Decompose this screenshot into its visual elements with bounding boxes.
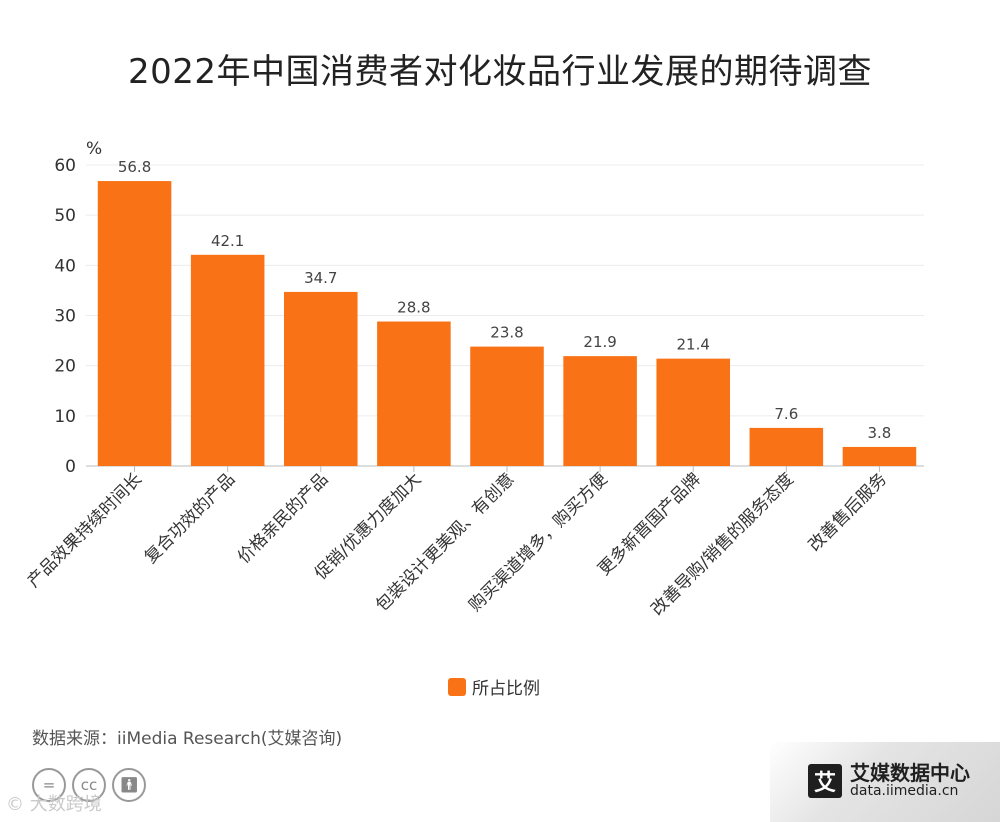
bar <box>470 346 544 466</box>
bar <box>377 321 451 466</box>
bar <box>842 446 917 466</box>
x-tick-label: 改善售后服务 <box>805 469 891 555</box>
brand-url: data.iimedia.cn <box>850 783 959 799</box>
x-tick-label: 复合功效的产品 <box>141 469 239 567</box>
y-tick-label: 60 <box>54 156 76 176</box>
chart-title: 2022年中国消费者对化妆品行业发展的期待调查 <box>127 52 873 92</box>
x-tick-label: 产品效果持续时间长 <box>24 469 146 591</box>
watermark: © 大数跨境 <box>6 794 102 815</box>
x-tick-label: 更多新晋国产品牌 <box>594 469 704 579</box>
brand-logo-icon: 艾 <box>808 763 842 798</box>
y-tick-label: 40 <box>54 256 76 276</box>
legend-label: 所占比例 <box>472 679 540 699</box>
data-label: 21.9 <box>583 333 616 351</box>
y-tick-label: 10 <box>54 407 76 427</box>
equals-icon: = <box>32 768 66 802</box>
data-label: 42.1 <box>211 232 244 250</box>
person-icon: 🚹︎ <box>112 768 146 802</box>
data-label: 23.8 <box>490 324 523 342</box>
brand-name: 艾媒数据中心 <box>850 761 970 785</box>
data-label: 21.4 <box>677 336 710 354</box>
cc-icon: cc <box>72 768 106 802</box>
y-tick-label: 20 <box>54 357 76 377</box>
source-note: 数据来源：iiMedia Research(艾媒咨询) <box>32 729 343 749</box>
data-label: 3.8 <box>868 424 892 442</box>
y-axis-label: % <box>86 139 102 159</box>
data-label: 56.8 <box>118 158 151 176</box>
bar <box>283 291 358 466</box>
bar <box>656 358 731 466</box>
bar <box>563 356 637 466</box>
brand: 艾 艾媒数据中心 data.iimedia.cn <box>808 762 970 799</box>
y-tick-label: 30 <box>54 307 76 327</box>
legend-swatch <box>448 677 466 696</box>
license-icons: = cc 🚹︎ <box>32 768 146 802</box>
data-label: 34.7 <box>304 269 337 287</box>
x-tick-label: 价格亲民的产品 <box>234 469 332 567</box>
data-label: 28.8 <box>397 299 430 317</box>
data-label: 7.6 <box>774 405 798 423</box>
y-tick-label: 50 <box>54 206 76 226</box>
bar <box>97 181 172 466</box>
bar <box>749 427 824 466</box>
bar <box>190 254 265 466</box>
legend: 所占比例 <box>448 674 540 699</box>
y-tick-label: 0 <box>65 457 76 477</box>
